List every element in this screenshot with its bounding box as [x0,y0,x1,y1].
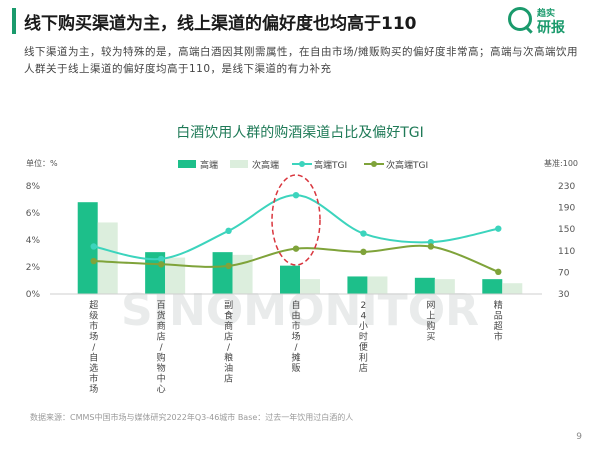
highlight-ellipse [271,174,321,266]
bar-cigaoduan [502,283,523,294]
x-tick-label: 超级市场/自选市场 [89,299,98,395]
bar-cigaoduan [97,222,118,294]
y-tick-right: 30 [558,290,570,300]
bar-gaoduan [280,265,300,294]
chart-title: 白酒饮用人群的购酒渠道占比及偏好TGI [176,125,424,141]
legend-label: 次高端TGI [386,159,428,171]
y-tick-left: 2% [26,263,41,273]
x-tick-label: 自由市场/摊贩 [291,299,300,374]
legend-label: 高端 [200,159,218,171]
point-gaoduan-tgi [292,191,300,199]
data-source-note: 数据来源：CMMS中国市场与媒体研究2022年Q3-46城市 Base：过去一年… [30,413,354,422]
point-gaoduan-tgi [360,230,367,237]
y-tick-right: 190 [558,204,575,214]
point-cigaoduan-tgi [495,268,502,276]
bar-gaoduan [77,202,98,294]
page-number: 9 [576,432,582,442]
legend-swatch [230,160,248,168]
point-cigaoduan-tgi [427,243,435,250]
y-axis-right-label: 基准:100 [544,158,578,168]
bar-cigaoduan [367,276,388,294]
legend-marker [299,161,305,167]
legend-label: 次高端 [252,159,279,171]
y-tick-left: 4% [26,236,41,246]
point-cigaoduan-tgi [90,257,97,265]
bar-gaoduan [212,252,233,294]
y-tick-right: 110 [558,247,575,257]
x-tick-label: 精品超市 [494,299,503,343]
x-tick-label: 副食商店/粮油店 [224,300,233,385]
x-tick-label: 网上购买 [426,300,435,343]
point-gaoduan-tgi [225,227,232,235]
brand-logo: 趋实 研报 [508,6,588,36]
point-cigaoduan-tgi [292,245,300,252]
title-accent-bar [12,8,16,34]
y-tick-right: 230 [558,182,575,192]
x-tick-label: 2 4 小时便利店 [359,301,368,374]
bar-gaoduan [347,276,368,294]
point-gaoduan-tgi [157,255,165,263]
magnifier-q-icon [508,7,532,31]
legend-swatch [178,160,196,168]
bar-cigaoduan [434,279,455,294]
y-tick-left: 0% [26,290,41,300]
page-title: 线下购买渠道为主，线上渠道的偏好度也均高于110 [24,14,417,34]
point-cigaoduan-tgi [225,262,232,270]
y-tick-left: 8% [26,182,41,192]
page-subtitle: 线下渠道为主，较为特殊的是，高端白酒因其刚需属性，在自由市场/摊贩购买的偏好度非… [24,46,579,75]
y-tick-right: 70 [558,268,570,278]
point-cigaoduan-tgi [360,248,367,256]
logo-text-bottom: 研报 [537,20,565,36]
bar-gaoduan [414,277,435,294]
y-tick-left: 6% [26,209,41,219]
legend-marker [371,161,377,167]
bar-cigaoduan [300,279,320,294]
x-tick-label: 百货商店/购物中心 [157,300,166,395]
point-cigaoduan-tgi [157,261,165,268]
y-axis-left-label: 单位：% [26,158,58,168]
point-gaoduan-tgi [90,243,97,250]
y-tick-right: 150 [558,225,575,235]
bar-cigaoduan [165,257,186,294]
legend-label: 高端TGI [314,159,347,171]
bar-gaoduan [482,279,503,294]
point-gaoduan-tgi [495,225,502,232]
logo-text-top: 趋实 [537,9,556,19]
